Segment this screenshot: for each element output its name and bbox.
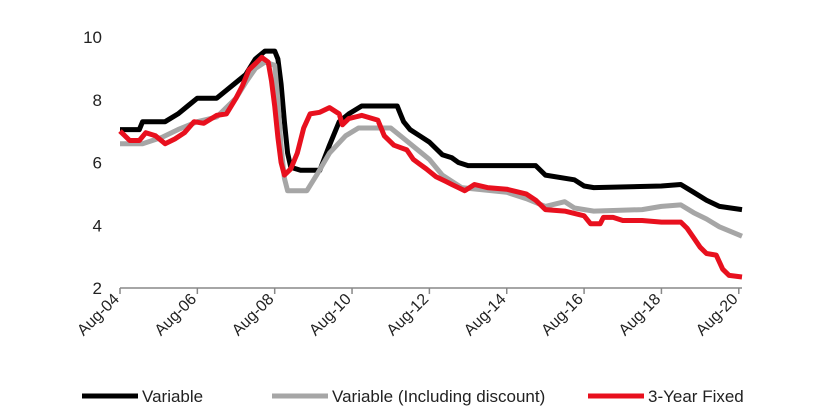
legend-label: Variable [142,387,203,406]
series-lines [118,48,743,280]
y-tick-label: 8 [93,91,102,110]
legend-label: Variable (Including discount) [332,387,545,406]
x-tick-label: Aug-20 [693,291,742,340]
x-tick-label: Aug-14 [461,291,510,340]
series-line [120,59,743,239]
x-axis-ticks: Aug-04 Aug-06 Aug-08 Aug-10 Aug-12 Aug-14 Aug-… [74,288,742,340]
y-tick-label: 10 [83,28,102,47]
x-tick-label: Aug-18 [616,291,665,340]
legend-label: 3-Year Fixed [648,387,744,406]
x-tick-label: Aug-08 [229,291,278,340]
y-axis-tick-labels: 2 4 6 8 10 [83,28,102,298]
x-tick-label: Aug-12 [384,291,433,340]
legend: Variable Variable (Including discount) 3-Y… [82,387,744,406]
series-line [120,48,743,213]
y-tick-label: 2 [93,279,102,298]
y-tick-label: 4 [93,216,102,235]
x-tick-label: Aug-16 [538,291,587,340]
x-tick-label: Aug-10 [306,291,355,340]
y-tick-label: 6 [93,154,102,173]
x-tick-label: Aug-06 [152,291,201,340]
x-tick-label: Aug-04 [74,291,123,340]
series-line [118,54,743,280]
